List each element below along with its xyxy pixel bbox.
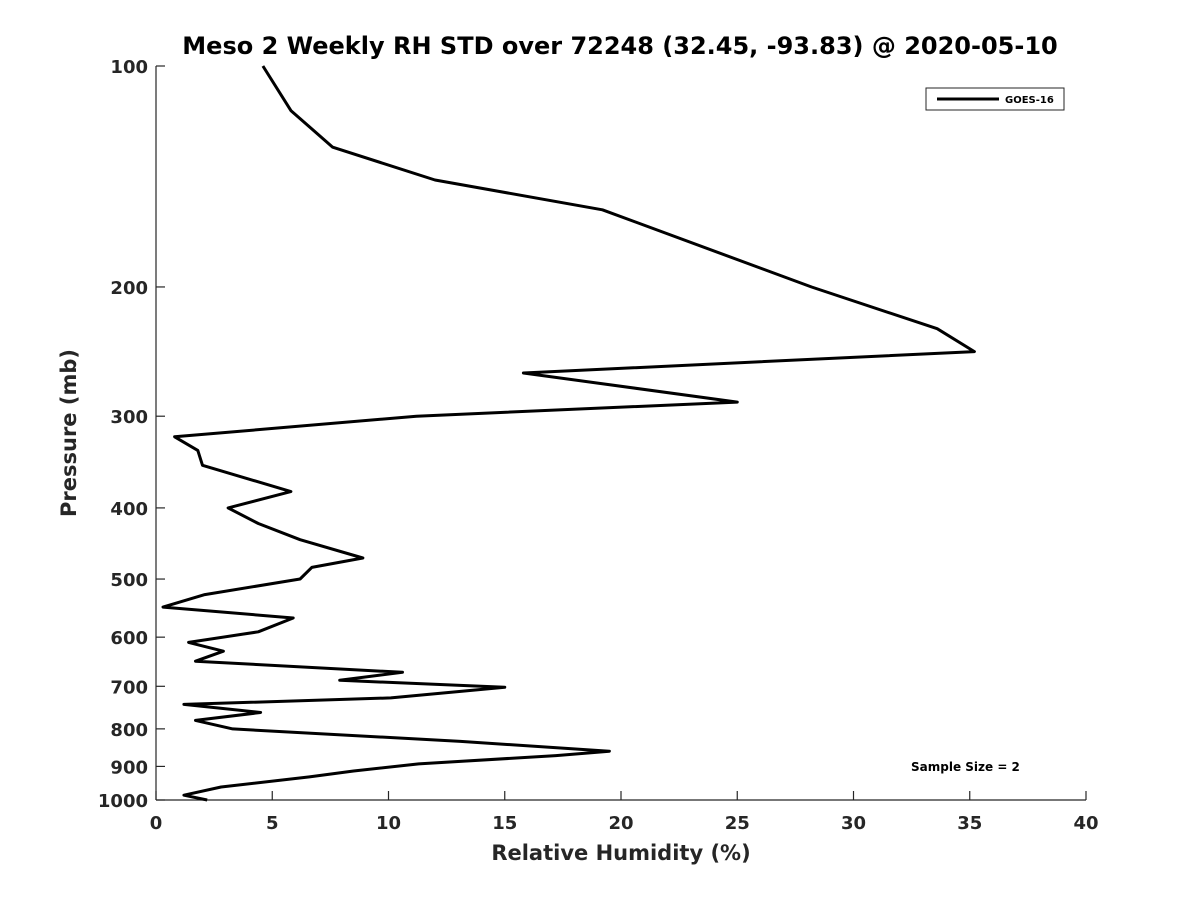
sample-size-annotation: Sample Size = 2 bbox=[911, 760, 1020, 774]
x-tick-label: 10 bbox=[376, 813, 401, 834]
y-tick-label: 300 bbox=[110, 407, 148, 428]
y-tick-label: 1000 bbox=[98, 791, 148, 812]
y-tick-label: 700 bbox=[110, 677, 148, 698]
x-tick-label: 5 bbox=[266, 813, 279, 834]
x-tick-label: 25 bbox=[725, 813, 750, 834]
x-tick-label: 15 bbox=[492, 813, 517, 834]
x-tick-label: 30 bbox=[841, 813, 866, 834]
series-line-goes-16 bbox=[161, 65, 976, 802]
y-tick-label: 800 bbox=[110, 720, 148, 741]
x-axis-label: Relative Humidity (%) bbox=[491, 841, 750, 865]
y-tick-label: 900 bbox=[110, 757, 148, 778]
series-layer bbox=[161, 65, 976, 802]
y-tick-label: 600 bbox=[110, 628, 148, 649]
y-tick-label: 500 bbox=[110, 570, 148, 591]
y-ticks: 100 200 300 400 500 600 700 800 900 1000 bbox=[98, 57, 165, 812]
y-tick-label: 200 bbox=[110, 278, 148, 299]
chart-title: Meso 2 Weekly RH STD over 72248 (32.45, … bbox=[182, 32, 1057, 60]
y-tick-label: 100 bbox=[110, 57, 148, 78]
legend-entry-goes-16: GOES-16 bbox=[1005, 95, 1054, 106]
x-tick-label: 0 bbox=[150, 813, 163, 834]
x-tick-label: 20 bbox=[608, 813, 633, 834]
y-axis-label: Pressure (mb) bbox=[57, 349, 81, 517]
legend: GOES-16 bbox=[925, 87, 1065, 111]
x-tick-label: 35 bbox=[957, 813, 982, 834]
y-tick-label: 400 bbox=[110, 499, 148, 520]
x-ticks: 0 5 10 15 20 25 30 35 40 bbox=[150, 791, 1099, 834]
x-tick-label: 40 bbox=[1073, 813, 1098, 834]
